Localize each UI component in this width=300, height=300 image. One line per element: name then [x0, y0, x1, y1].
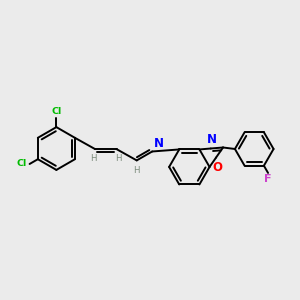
- Text: Cl: Cl: [17, 160, 27, 169]
- Text: F: F: [264, 174, 272, 184]
- Text: H: H: [115, 154, 122, 164]
- Text: O: O: [212, 160, 222, 174]
- Text: N: N: [207, 133, 217, 146]
- Text: Cl: Cl: [51, 107, 62, 116]
- Text: H: H: [134, 166, 140, 175]
- Text: H: H: [90, 154, 97, 164]
- Text: N: N: [154, 137, 164, 150]
